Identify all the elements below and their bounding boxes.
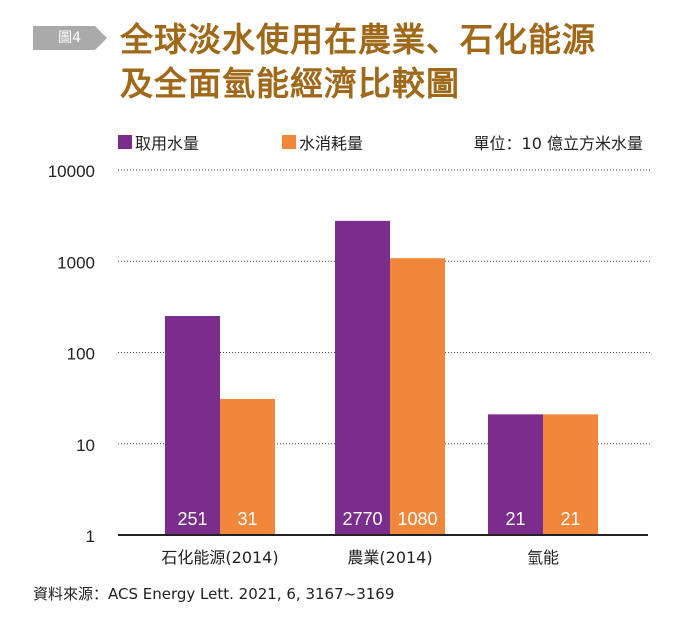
data-label: 31 bbox=[237, 509, 257, 529]
y-tick-label: 1 bbox=[86, 527, 95, 546]
title-line-2: 及全面氫能經濟比較圖 bbox=[120, 64, 460, 103]
y-tick-label: 10000 bbox=[48, 162, 95, 181]
source-note: 資料來源：ACS Energy Lett. 2021, 6, 3167~3169 bbox=[33, 585, 395, 603]
data-label: 1080 bbox=[397, 509, 437, 529]
legend-swatch bbox=[282, 135, 296, 149]
unit-label: 單位：10 億立方米水量 bbox=[473, 134, 643, 153]
bar-consumption bbox=[220, 398, 275, 535]
y-tick-label: 100 bbox=[67, 345, 95, 364]
x-tick-label: 農業(2014) bbox=[347, 548, 432, 567]
bar-consumption bbox=[543, 414, 598, 535]
legend-label: 水消耗量 bbox=[299, 134, 364, 153]
data-label: 251 bbox=[177, 509, 207, 529]
data-label: 2770 bbox=[342, 509, 382, 529]
legend-label: 取用水量 bbox=[135, 134, 200, 153]
y-tick-label: 10 bbox=[76, 436, 95, 455]
x-tick-label: 氫能 bbox=[527, 548, 559, 567]
y-tick-label: 1000 bbox=[57, 253, 95, 272]
bar-withdrawal bbox=[335, 220, 390, 535]
x-tick-label: 石化能源(2014) bbox=[161, 548, 278, 567]
legend-item-withdrawal: 取用水量 bbox=[118, 130, 199, 154]
data-label: 21 bbox=[505, 509, 525, 529]
bar-withdrawal bbox=[165, 316, 220, 535]
title-line-1: 全球淡水使用在農業、石化能源 bbox=[120, 20, 596, 59]
bar-withdrawal bbox=[488, 414, 543, 535]
figure-tag: 圖4 bbox=[33, 26, 107, 50]
bar-consumption bbox=[390, 258, 445, 535]
chart-title: 全球淡水使用在農業、石化能源 及全面氫能經濟比較圖 bbox=[120, 18, 596, 106]
data-label: 21 bbox=[560, 509, 580, 529]
legend-item-consumption: 水消耗量 bbox=[282, 130, 363, 154]
legend-swatch bbox=[118, 135, 132, 149]
